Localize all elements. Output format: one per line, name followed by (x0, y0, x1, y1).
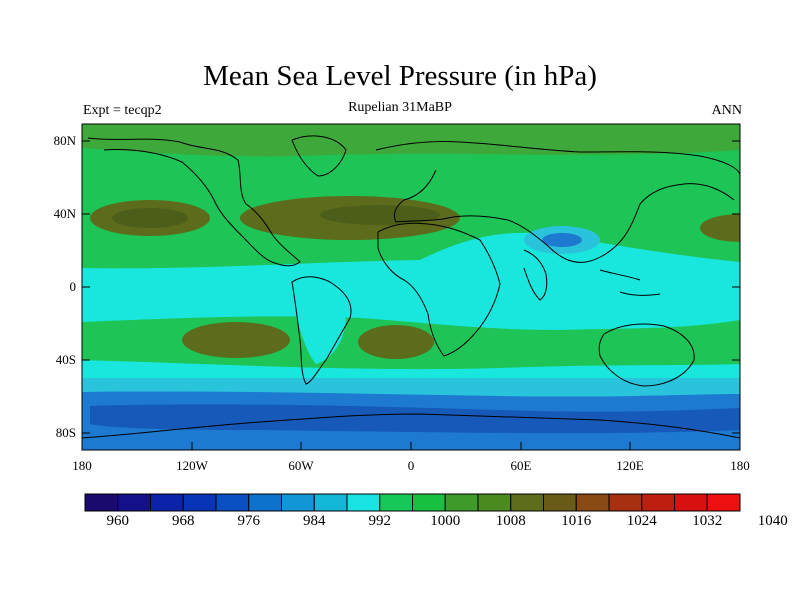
y-tick-label: 40N (53, 206, 76, 221)
x-tick-label: 0 (407, 458, 415, 473)
colorbar-label: 1040 (757, 513, 788, 529)
y-tick-label: 80S (55, 425, 76, 440)
y-tick-label: 0 (69, 279, 77, 294)
colorbar-label: 1024 (626, 513, 657, 529)
colorbar-box (510, 493, 544, 512)
colorbar-box (117, 493, 151, 512)
coast-se-asia (599, 269, 661, 296)
colorbar-box (674, 493, 708, 512)
field-samerica-low (290, 281, 346, 364)
coastlines (82, 135, 740, 439)
colorbar-box (706, 493, 741, 512)
coast-antarctica (82, 413, 740, 439)
coast-africa (377, 222, 501, 357)
colorbar-label: 1016 (561, 513, 592, 529)
colorbar-box (543, 493, 577, 512)
colorbar-box (281, 493, 315, 512)
x-tick-label: 180 (730, 458, 750, 473)
x-tick-label: 180 (72, 458, 92, 473)
colorbar-box (215, 493, 250, 512)
colorbar-boxes (84, 493, 741, 512)
colorbar-box (84, 493, 119, 512)
colorbar-box (313, 493, 348, 512)
experiment-label: Expt = tecqp2 (83, 103, 162, 118)
colorbar-label: 992 (368, 513, 392, 529)
colorbar-label: 1000 (430, 513, 461, 529)
coast-north-america (87, 137, 301, 267)
colorbar-box (150, 493, 184, 512)
field-high-natlantic-core (320, 205, 440, 225)
x-tick-label: 60W (288, 458, 314, 473)
field-high-satlantic (358, 325, 434, 359)
y-axis-ticks (82, 140, 740, 434)
x-tick-label: 120E (616, 458, 644, 473)
x-tick-label: 120W (176, 458, 208, 473)
colorbar-label: 984 (303, 513, 326, 529)
colorbar-label: 968 (172, 513, 195, 529)
field-high-npacific-core (112, 208, 188, 228)
colorbar-box (182, 493, 217, 512)
colorbar-label: 1032 (692, 513, 723, 529)
field-high-spacific (182, 322, 290, 358)
x-axis-ticks (81, 442, 741, 450)
colorbar-box (608, 493, 643, 512)
colorbar-box (379, 493, 413, 512)
season-label: ANN (711, 103, 742, 118)
coast-south-america (291, 276, 352, 385)
colorbar-label: 960 (106, 513, 130, 529)
coast-eurasia (375, 140, 740, 263)
field-southern-low (90, 404, 740, 434)
field-high-npac-east (700, 214, 740, 242)
coast-greenland (291, 135, 347, 177)
field-tropics (82, 232, 740, 330)
colorbar-box (477, 493, 512, 512)
colorbar-box (641, 493, 675, 512)
colorbar-box (575, 493, 610, 512)
chart-title: Mean Sea Level Pressure (in hPa) (203, 60, 597, 92)
coast-india (523, 249, 548, 301)
colorbar-box (412, 493, 446, 512)
coast-australia (598, 323, 695, 387)
chart-subtitle: Rupelian 31MaBP (348, 100, 452, 115)
y-tick-label: 40S (55, 352, 76, 367)
map-fill (82, 124, 740, 450)
colorbar-label: 1008 (495, 513, 526, 529)
colorbar-box (444, 493, 479, 512)
y-tick-label: 80N (53, 133, 76, 148)
x-tick-label: 60E (510, 458, 532, 473)
field-asia-low-core (542, 233, 582, 247)
colorbar-box (248, 493, 282, 512)
colorbar-box (346, 493, 381, 512)
field-arctic (82, 124, 740, 157)
colorbar-label: 976 (237, 513, 261, 529)
